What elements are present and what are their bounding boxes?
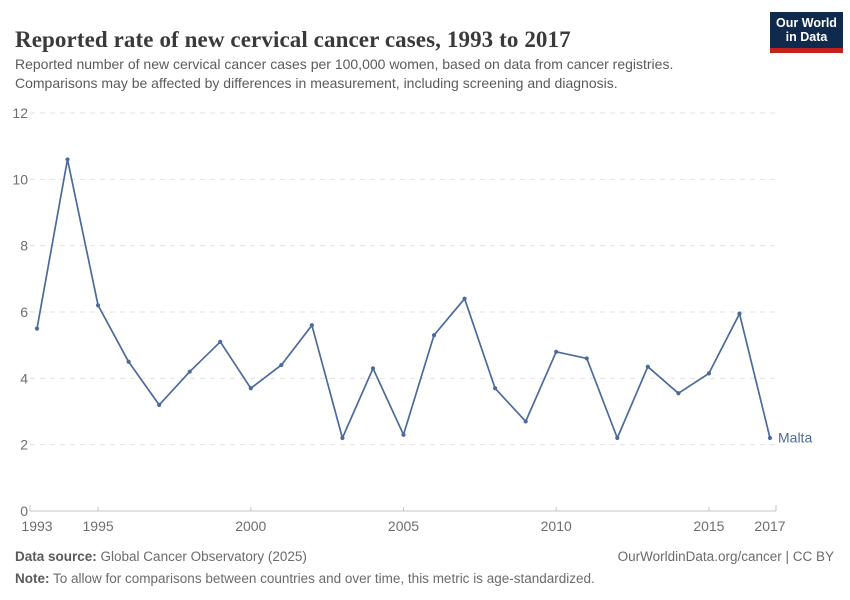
data-point[interactable] [584,356,589,361]
x-axis-tick-label: 1993 [21,518,52,534]
data-point[interactable] [645,364,650,369]
x-axis-tick-label: 2017 [754,518,785,534]
data-point[interactable] [767,435,773,441]
x-axis-tick-label: 2015 [693,518,724,534]
owid-logo-text-line1: Our World [776,16,837,30]
note-value: To allow for comparisons between countri… [49,571,595,586]
x-axis-tick-label: 2005 [388,518,419,534]
data-point[interactable] [523,419,528,424]
owid-link[interactable]: OurWorldinData.org/cancer | CC BY [617,549,834,564]
data-point[interactable] [218,339,223,344]
y-axis-tick-label: 0 [20,503,28,519]
y-axis-tick-label: 8 [20,238,28,254]
y-axis-tick-label: 4 [20,370,28,386]
data-point[interactable] [248,386,253,391]
y-axis-tick-label: 10 [12,171,28,187]
data-point[interactable] [370,366,376,371]
data-points[interactable] [34,157,773,441]
data-point[interactable] [676,391,681,396]
chart-subtitle: Reported number of new cervical cancer c… [15,55,755,93]
page-title: Reported rate of new cervical cancer cas… [15,27,571,53]
data-point[interactable] [554,349,559,354]
data-point[interactable] [65,157,70,162]
y-axis-tick-label: 12 [12,105,28,121]
data-point[interactable] [615,435,620,441]
data-line[interactable] [36,158,771,439]
subtitle-line-1: Reported number of new cervical cancer c… [15,56,674,72]
owid-logo[interactable]: Our World in Data [770,12,843,53]
data-point[interactable] [279,362,284,368]
data-point[interactable] [126,359,131,364]
data-point[interactable] [493,386,498,391]
x-axis-tick-label: 2010 [541,518,572,534]
subtitle-line-2: Comparisons may be affected by differenc… [15,75,618,91]
data-point[interactable] [737,311,742,316]
data-point[interactable] [309,323,314,328]
data-point[interactable] [95,303,101,308]
series-end-label: Malta [778,430,812,446]
data-point[interactable] [187,369,192,374]
line-chart[interactable]: 0 2 4 6 8 10 12 1993 1995 2000 2005 2010 2015 2017 Mal… [0,100,850,535]
data-point[interactable] [340,435,345,441]
data-point[interactable] [706,371,712,376]
data-point[interactable] [401,432,406,437]
data-point[interactable] [431,333,437,338]
data-point[interactable] [462,296,467,301]
y-axis-labels: 0 2 4 6 8 10 12 [12,105,28,519]
note-line: Note: To allow for comparisons between c… [15,571,595,586]
gridlines [30,112,776,446]
y-axis-tick-label: 6 [20,304,28,320]
x-axis-tick-label: 2000 [235,518,266,534]
data-point[interactable] [34,326,40,331]
data-point[interactable] [157,402,162,407]
x-axis: 1993 1995 2000 2005 2010 2015 2017 [21,505,786,534]
data-source-line: Data source: Global Cancer Observatory (… [15,549,307,564]
data-source-label: Data source: [15,549,97,564]
x-axis-tick-label: 1995 [83,518,114,534]
y-axis-tick-label: 2 [20,437,28,453]
data-source-value: Global Cancer Observatory (2025) [96,549,307,564]
note-label: Note: [15,571,50,586]
owid-logo-text-line2: in Data [785,30,828,44]
